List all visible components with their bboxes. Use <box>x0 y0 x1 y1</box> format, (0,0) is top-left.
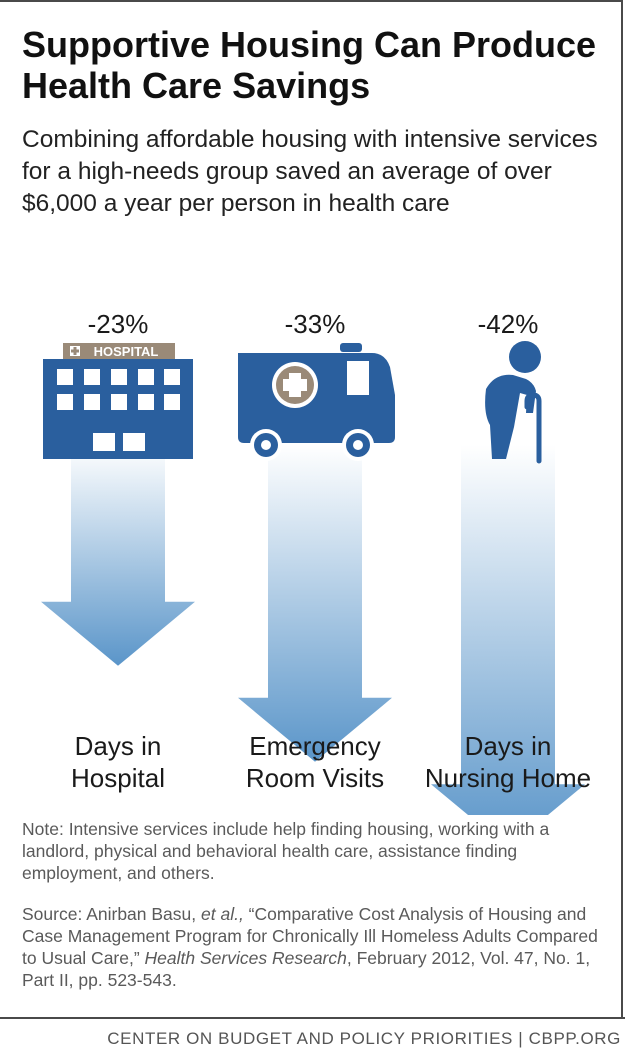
footer-credit: CENTER ON BUDGET AND POLICY PRIORITIES |… <box>0 1017 625 1064</box>
hospital-window <box>111 394 127 410</box>
bar-arrow-2 <box>238 445 392 762</box>
ambulance-icon <box>238 343 395 461</box>
category-label-1-line-1: Days in <box>75 731 162 761</box>
hospital-window <box>57 394 73 410</box>
value-label-3: -42% <box>478 309 539 339</box>
source-middle: “Comparative Cost Analysis of Housing an… <box>22 904 598 968</box>
value-label-2: -33% <box>285 309 346 339</box>
category-label-3-line-1: Days in <box>465 731 552 761</box>
walking-cane <box>524 392 542 464</box>
hospital-window <box>57 369 73 385</box>
bar-arrow-1 <box>41 445 195 666</box>
note-text: Note: Intensive services include help fi… <box>22 819 550 883</box>
category-label-1-line-2: Hospital <box>71 763 165 793</box>
source-text: Source: Anirban Basu, et al., “Comparati… <box>22 903 617 991</box>
person-head <box>509 341 541 373</box>
hospital-window <box>164 394 180 410</box>
ambulance-wheel-hub <box>261 440 271 450</box>
category-label-2-line-2: Room Visits <box>246 763 384 793</box>
chart-title: Supportive Housing Can Produce Health Ca… <box>22 24 597 106</box>
source-etal: et al., <box>201 904 244 924</box>
chart-frame <box>0 0 623 1017</box>
chart-subtitle: Combining affordable housing with intens… <box>22 126 598 217</box>
hospital-window <box>164 369 180 385</box>
source-journal: Health Services Research <box>144 948 347 968</box>
elderly-person-icon <box>485 341 542 464</box>
ambulance-cross-h <box>283 379 307 391</box>
hospital-window <box>138 369 154 385</box>
hospital-sign-text: HOSPITAL <box>94 344 159 359</box>
hospital-icon: HOSPITAL <box>43 343 193 459</box>
category-label-3-line-2: Nursing Home <box>425 763 591 793</box>
ambulance-window <box>347 361 369 395</box>
hospital-sign-cross-h <box>71 349 79 353</box>
hospital-window <box>84 394 100 410</box>
source-suffix: , February 2012, Vol. 47, No. 1, Part II… <box>22 948 591 990</box>
hospital-door-right <box>123 433 145 451</box>
category-label-2-line-1: Emergency <box>249 731 381 761</box>
source-prefix: Source: Anirban Basu, <box>22 904 201 924</box>
hospital-window <box>138 394 154 410</box>
hospital-window <box>111 369 127 385</box>
person-body <box>485 374 536 459</box>
hospital-sign <box>63 343 175 359</box>
ambulance-wheel-hub <box>353 440 363 450</box>
hospital-door-left <box>93 433 115 451</box>
ambulance-siren <box>340 343 362 352</box>
bar-arrow-3 <box>431 445 585 815</box>
ambulance-body <box>238 353 395 443</box>
hospital-window <box>84 369 100 385</box>
value-label-1: -23% <box>88 309 149 339</box>
